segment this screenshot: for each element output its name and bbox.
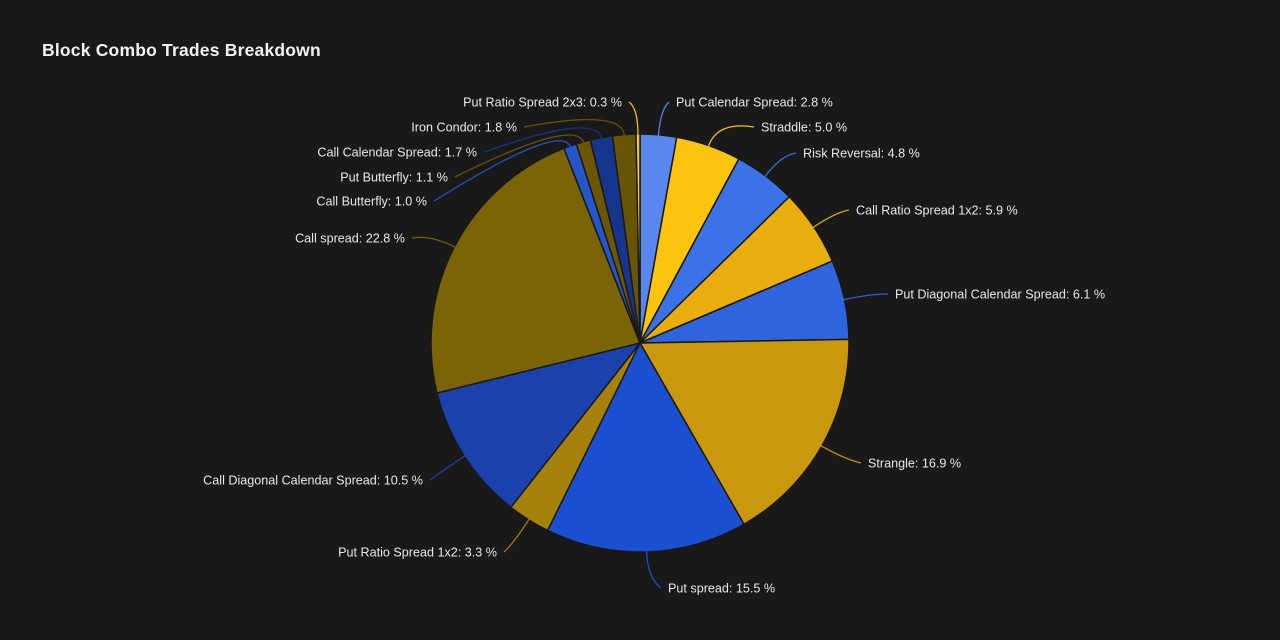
leader-line-put-diagonal-calendar-spread: [843, 293, 889, 301]
leader-line-put-ratio-spread-1x2: [503, 518, 530, 553]
leader-line-strangle: [820, 445, 862, 464]
leader-line-call-calendar-spread: [483, 127, 603, 153]
slice-label-put-ratio-spread-1x2: Put Ratio Spread 1x2: 3.3 %: [338, 546, 497, 560]
slice-label-call-spread: Call spread: 22.8 %: [295, 232, 405, 246]
leader-line-risk-reversal: [764, 152, 797, 178]
leader-line-straddle: [707, 125, 755, 147]
slice-label-strangle: Strangle: 16.9 %: [868, 457, 961, 471]
leader-line-put-spread: [645, 550, 662, 589]
leader-line-call-diagonal-calendar-spread: [429, 455, 466, 481]
slice-label-straddle: Straddle: 5.0 %: [761, 121, 847, 135]
slice-label-risk-reversal: Risk Reversal: 4.8 %: [803, 147, 920, 161]
slice-labels-group: Put Calendar Spread: 2.8 % Straddle: 5.0 …: [203, 96, 1105, 596]
leader-line-put-ratio-spread-2x3: [628, 101, 639, 136]
slice-label-call-calendar-spread: Call Calendar Spread: 1.7 %: [317, 146, 477, 160]
label-leader-lines-group: [411, 101, 889, 589]
leader-line-call-ratio-spread-1x2: [812, 209, 850, 229]
slice-label-iron-condor: Iron Condor: 1.8 %: [411, 121, 517, 135]
leader-line-iron-condor: [523, 119, 625, 136]
slice-label-put-diagonal-calendar-spread: Put Diagonal Calendar Spread: 6.1 %: [895, 288, 1105, 302]
leader-line-call-butterfly: [433, 140, 572, 202]
pie-slices-group: [430, 133, 850, 553]
slice-label-put-butterfly: Put Butterfly: 1.1 %: [340, 171, 448, 185]
slice-label-put-ratio-spread-2x3: Put Ratio Spread 2x3: 0.3 %: [463, 96, 622, 110]
slice-label-put-calendar-spread: Put Calendar Spread: 2.8 %: [676, 96, 833, 110]
slice-label-call-butterfly: Call Butterfly: 1.0 %: [316, 195, 427, 209]
leader-line-put-butterfly: [454, 134, 585, 178]
chart-title: Block Combo Trades Breakdown: [42, 40, 321, 60]
slice-label-call-ratio-spread-1x2: Call Ratio Spread 1x2: 5.9 %: [856, 204, 1018, 218]
slice-label-call-diagonal-calendar-spread: Call Diagonal Calendar Spread: 10.5 %: [203, 474, 423, 488]
leader-line-put-calendar-spread: [657, 101, 670, 136]
slice-label-put-spread: Put spread: 15.5 %: [668, 582, 775, 596]
leader-line-call-spread: [411, 236, 456, 248]
